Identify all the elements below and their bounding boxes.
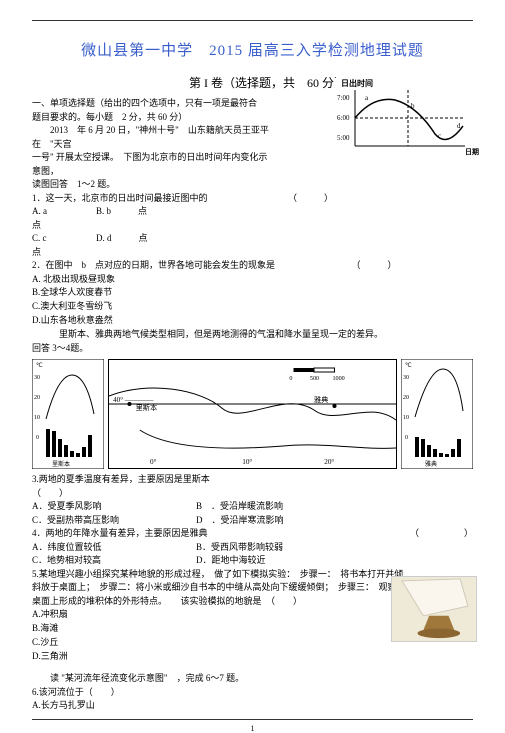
lon0: 0° — [150, 458, 157, 466]
q2-c: C.澳大利亚冬雪纷飞 — [32, 300, 473, 314]
pt-c: c — [438, 132, 441, 140]
q2-b: B.全球华人欢度春节 — [32, 286, 473, 300]
yt-l-3: 0 — [36, 435, 39, 441]
q1-opts-row1: A. a 点 B. b 点 — [32, 205, 473, 232]
q3-b: B ．受沿岸暖流影响 — [196, 500, 283, 514]
experiment-photo — [391, 576, 477, 642]
q4-row1: A．纬度位置较低 B．受西风带影响较弱 — [32, 541, 473, 555]
bridge-text-1: 里斯本、雅典两地气候类型相同，但是两地测得的气温和降水量呈现一定的差异。 — [32, 328, 473, 342]
page-number: 1 — [32, 724, 473, 733]
lisbon-label: 里斯本 — [52, 460, 70, 468]
q3-c: C．受副热带高压影响 — [32, 514, 172, 528]
tempunit-l: ℃ — [36, 363, 43, 369]
ytick-7: 7:00 — [337, 94, 350, 102]
sc1: 500 — [310, 376, 319, 382]
q4-paren: （ ） — [410, 527, 473, 541]
q1-opts-row2: C. c 点 D. d 点 — [32, 232, 473, 259]
sc0: 0 — [289, 376, 292, 382]
tempunit-r: ℃ — [405, 363, 412, 369]
q6-a: A.长方马扎罗山 — [32, 699, 473, 713]
yt-r-0: 30 — [403, 375, 409, 381]
q3-stem: 3.两地的夏季温度有差异，主要原因是里斯本 — [32, 473, 473, 487]
map-lisbon: 里斯本 — [136, 403, 158, 412]
q4-stem-text: 4．两地的年降水量有差异，主要原因是雅典 — [32, 528, 208, 538]
yt-r-1: 20 — [403, 395, 409, 401]
q3-row2: C．受副热带高压影响 D ．受沿岸寒流影响 — [32, 514, 473, 528]
ytick-5: 5:00 — [337, 134, 350, 142]
q3-paren: （ ） — [32, 487, 473, 501]
q3-d: D ．受沿岸寒流影响 — [196, 514, 284, 528]
q4-row2: C．地势相对较高 D．距地中海较近 — [32, 554, 473, 568]
ytick-6: 6:00 — [337, 114, 350, 122]
athens-climograph: ℃ 30 20 10 0 雅典 — [401, 359, 473, 469]
q4-c: C．地势相对较高 — [32, 554, 172, 568]
q3-row1: A．受夏季风影响 B ．受沿岸暖流影响 — [32, 500, 473, 514]
chart-ylabel: 日出时间 — [341, 78, 373, 88]
exam-title: 微山县第一中学 2015 届高三入学检测地理试题 — [32, 39, 473, 60]
map-cluster: ℃ 30 20 10 0 里斯本 40° ———— 里斯本 雅典 0° 10° … — [32, 359, 473, 469]
pt-a: a — [365, 94, 369, 102]
chart-xlabel: 日期 — [465, 147, 479, 156]
q4-d: D．距地中海较近 — [196, 554, 266, 568]
q4-b: B．受西风带影响较弱 — [196, 541, 283, 555]
intro-line-3: 读图回答 1～2 题。 — [32, 178, 272, 192]
intro-line-2: 一号" 开展太空授课。 下图为北京市的日出时间年内变化示意图， — [32, 151, 272, 178]
lon10: 10° — [242, 458, 252, 466]
q1-optB: B. b 点 — [96, 205, 147, 232]
intro-line-1: 2013 年 6 月 20 日，"神州十号" 山东籍航天员王亚平在 "天宫 — [32, 124, 272, 151]
pt-d: d — [457, 122, 461, 130]
q4-stem: 4．两地的年降水量有差异，主要原因是雅典 （ ） — [32, 527, 473, 541]
yt-l-2: 10 — [34, 415, 40, 421]
q2-a: A. 北极出现极昼现象 — [32, 273, 473, 287]
q1-optA: A. a 点 — [32, 205, 72, 232]
q4-a: A．纬度位置较低 — [32, 541, 172, 555]
lon20: 20° — [324, 458, 334, 466]
q1-stem: 1．这一天，北京市的日出时间最接近图中的 （ ） — [32, 192, 473, 206]
pt-b: b — [411, 102, 415, 110]
q1-stem-text: 1．这一天，北京市的日出时间最接近图中的 — [32, 193, 208, 203]
yt-r-2: 10 — [403, 415, 409, 421]
rule-bottom — [32, 719, 473, 720]
q2-stem: 2．在图中 b 点对应的日期，世界各地可能会发生的现象是 （ ） — [32, 259, 473, 273]
bridge-text-3: 读 "某河流年径流变化示意图" ，完成 6～7 题。 — [32, 672, 473, 686]
q6-stem: 6.该河流位于（ ） — [32, 686, 473, 700]
q5-d: D.三角洲 — [32, 650, 473, 664]
bridge-text-2: 回答 3～4题。 — [32, 342, 473, 356]
rule-top — [32, 20, 473, 21]
sc2: 1000 — [332, 376, 344, 382]
map-athens: 雅典 — [314, 395, 328, 404]
q1-paren: （ ） — [288, 192, 333, 206]
lisbon-climograph: ℃ 30 20 10 0 里斯本 — [32, 359, 104, 469]
q1-optC: C. c 点 — [32, 232, 72, 259]
q3-a: A．受夏季风影响 — [32, 500, 172, 514]
mediterranean-map: 40° ———— 里斯本 雅典 0° 10° 20° 0 500 1000 — [108, 359, 397, 469]
yt-r-3: 0 — [405, 435, 408, 441]
lat40: 40° ———— — [113, 396, 154, 404]
athens-label: 雅典 — [425, 460, 437, 468]
sunrise-chart: 日出时间 7:00 6:00 5:00 a b c d 日期 — [335, 78, 479, 158]
q2-d: D.山东各地秋意盎然 — [32, 314, 473, 328]
q1-optD: D. d 点 — [96, 232, 148, 259]
yt-l-1: 20 — [34, 395, 40, 401]
yt-l-0: 30 — [34, 375, 40, 381]
